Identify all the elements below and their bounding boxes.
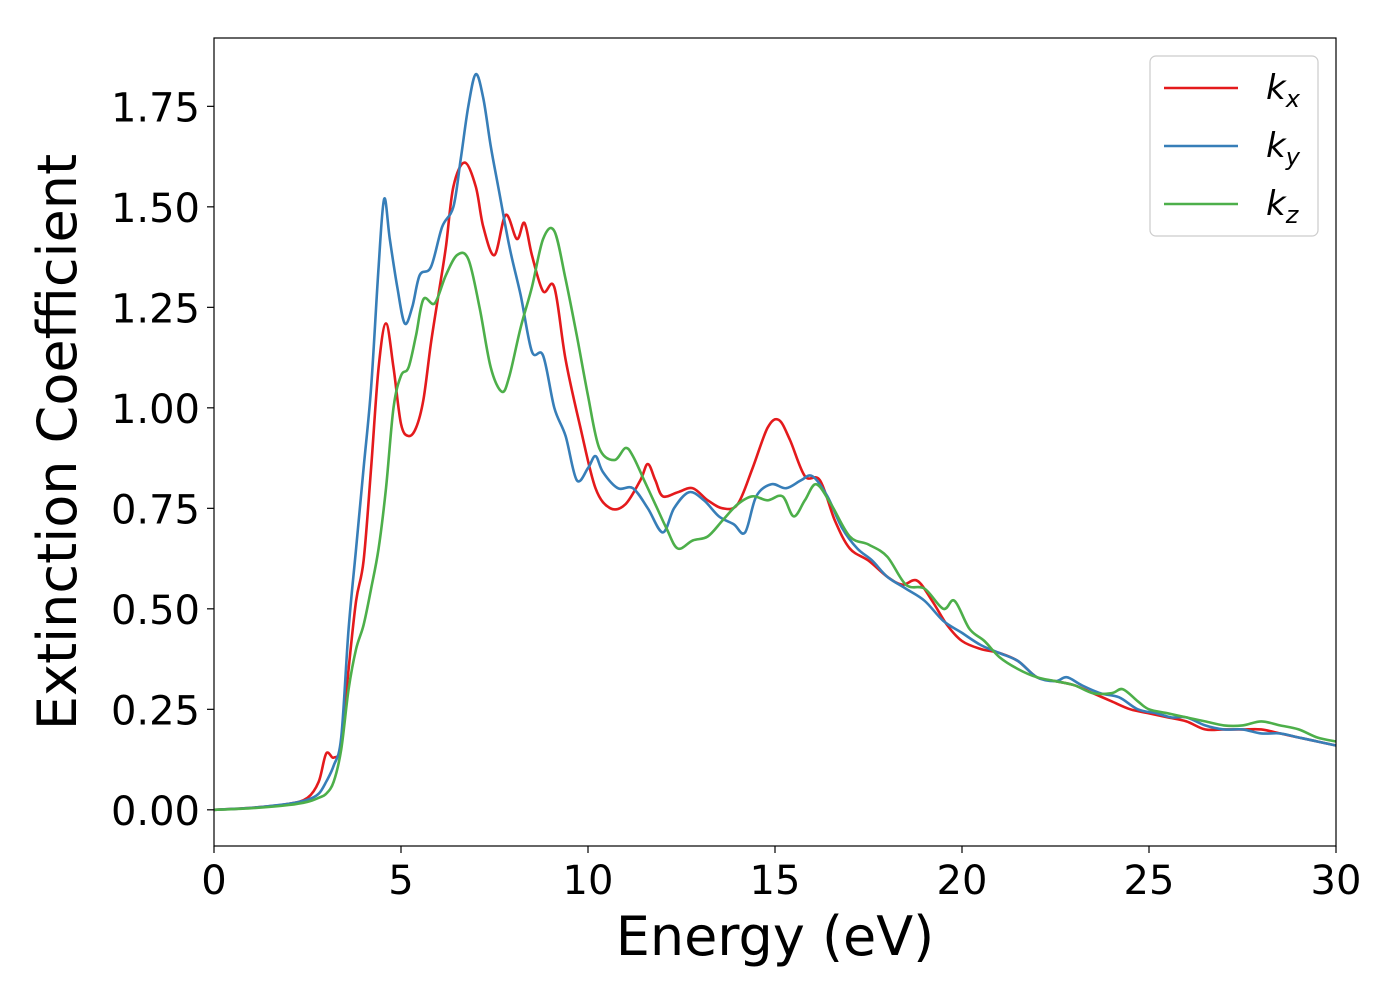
- y-tick-label: 1.00: [111, 387, 200, 433]
- series-line-ky: [213, 72, 1337, 812]
- legend-label-ky: ky: [1266, 126, 1301, 171]
- x-axis-title: Energy (eV): [616, 905, 935, 968]
- x-tick-label: 0: [201, 858, 226, 904]
- x-tick-label: 20: [937, 858, 988, 904]
- x-tick-label: 15: [750, 858, 801, 904]
- y-tick-label: 0.75: [111, 487, 200, 533]
- y-tick-label: 1.25: [111, 286, 200, 332]
- x-tick-label: 5: [388, 858, 413, 904]
- legend-label-kx: kx: [1266, 68, 1301, 113]
- axis-ticks: 0 5 10 15 20 25 30 0.00 0.25 0.50 0.75 1.00 1.25 1.50…: [111, 85, 1362, 904]
- y-tick-label: 0.25: [111, 688, 200, 734]
- x-tick-label: 30: [1311, 858, 1362, 904]
- y-tick-label: 1.50: [111, 186, 200, 232]
- x-tick-label: 10: [563, 858, 614, 904]
- y-tick-label: 0.50: [111, 588, 200, 634]
- x-tick-label: 25: [1124, 858, 1175, 904]
- y-tick-label: 0.00: [111, 789, 200, 835]
- y-tick-label: 1.75: [111, 85, 200, 131]
- plot-area-frame: [213, 37, 1337, 847]
- y-axis-title: Extinction Coefficient: [26, 154, 89, 730]
- series-line-kz: [213, 226, 1337, 812]
- series-lines: [213, 72, 1337, 812]
